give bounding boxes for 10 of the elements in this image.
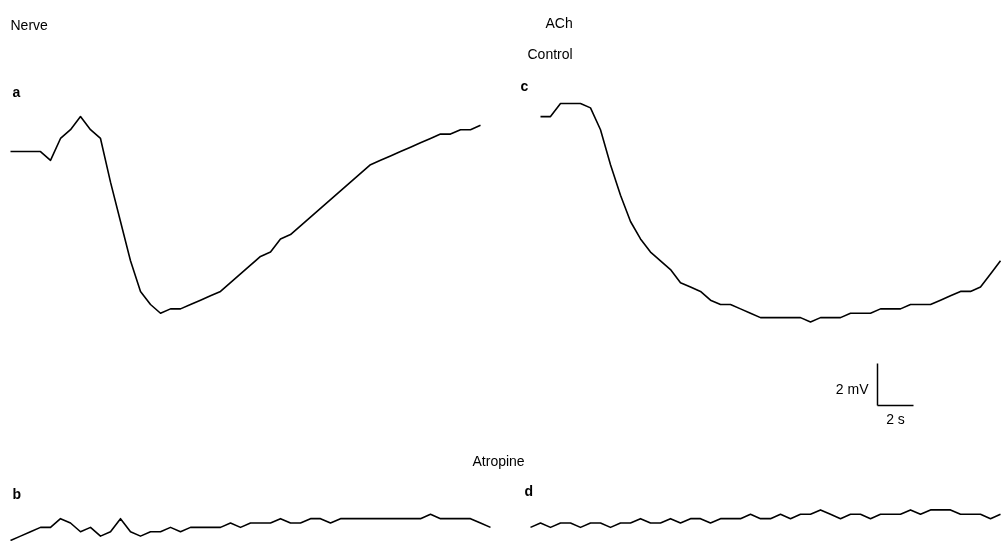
text: Control [527,45,573,62]
text: Nerve [10,16,49,33]
text: ACh [545,14,573,31]
annotation: d [524,482,534,499]
text: c [520,77,529,94]
annotation: 2 mV [835,380,870,397]
annotation: 2 s [886,410,905,427]
annotation: Atropine [472,452,525,469]
annotation: b [12,485,22,502]
text: a [12,83,21,100]
